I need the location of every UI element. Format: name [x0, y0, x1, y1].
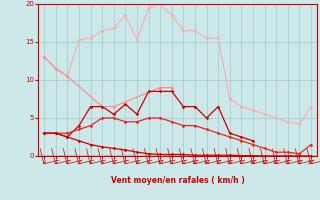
X-axis label: Vent moyen/en rafales ( km/h ): Vent moyen/en rafales ( km/h ) — [111, 176, 244, 185]
